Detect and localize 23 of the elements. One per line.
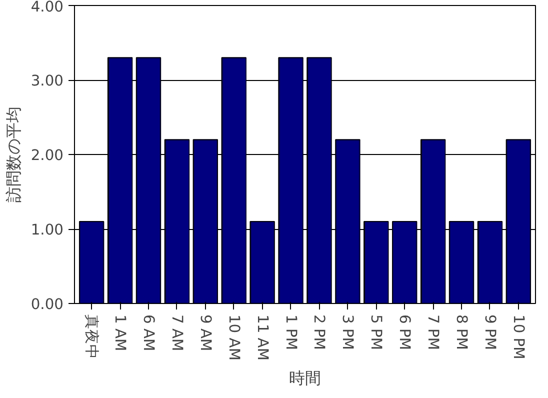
x-tick-label: 1 PM [282,314,300,350]
x-axis-title: 時間 [289,368,321,388]
x-tick-label: 9 PM [481,314,498,350]
x-tick-label: 2 PM [310,314,328,350]
x-tick-label: 6 PM [396,314,414,350]
x-tick-label: 8 PM [453,314,470,350]
x-tick-label: 11 AM [254,314,271,360]
y-tick-label: 1.00 [30,222,64,238]
x-tick-label: 1 AM [112,314,129,352]
x-tick-label: 9 AM [196,314,214,352]
x-tick-label: 10 AM [225,314,242,360]
y-axis-title: 訪問数の平均 [4,106,23,202]
x-tick-label: 3 PM [339,314,356,350]
x-tick-label: 6 AM [140,314,157,352]
x-tick-label: 5 PM [368,314,385,350]
y-tick-label: 0.00 [30,296,64,313]
x-tick-label: 7 PM [424,314,442,350]
y-tick-label: 2.00 [30,147,64,164]
x-tick-label: 10 PM [510,314,527,360]
x-tick-label: 真夜中 [83,314,100,360]
x-tick-label: 7 AM [168,314,186,352]
y-tick-label: 3.00 [30,72,64,90]
y-tick-label: 4.00 [30,0,64,16]
